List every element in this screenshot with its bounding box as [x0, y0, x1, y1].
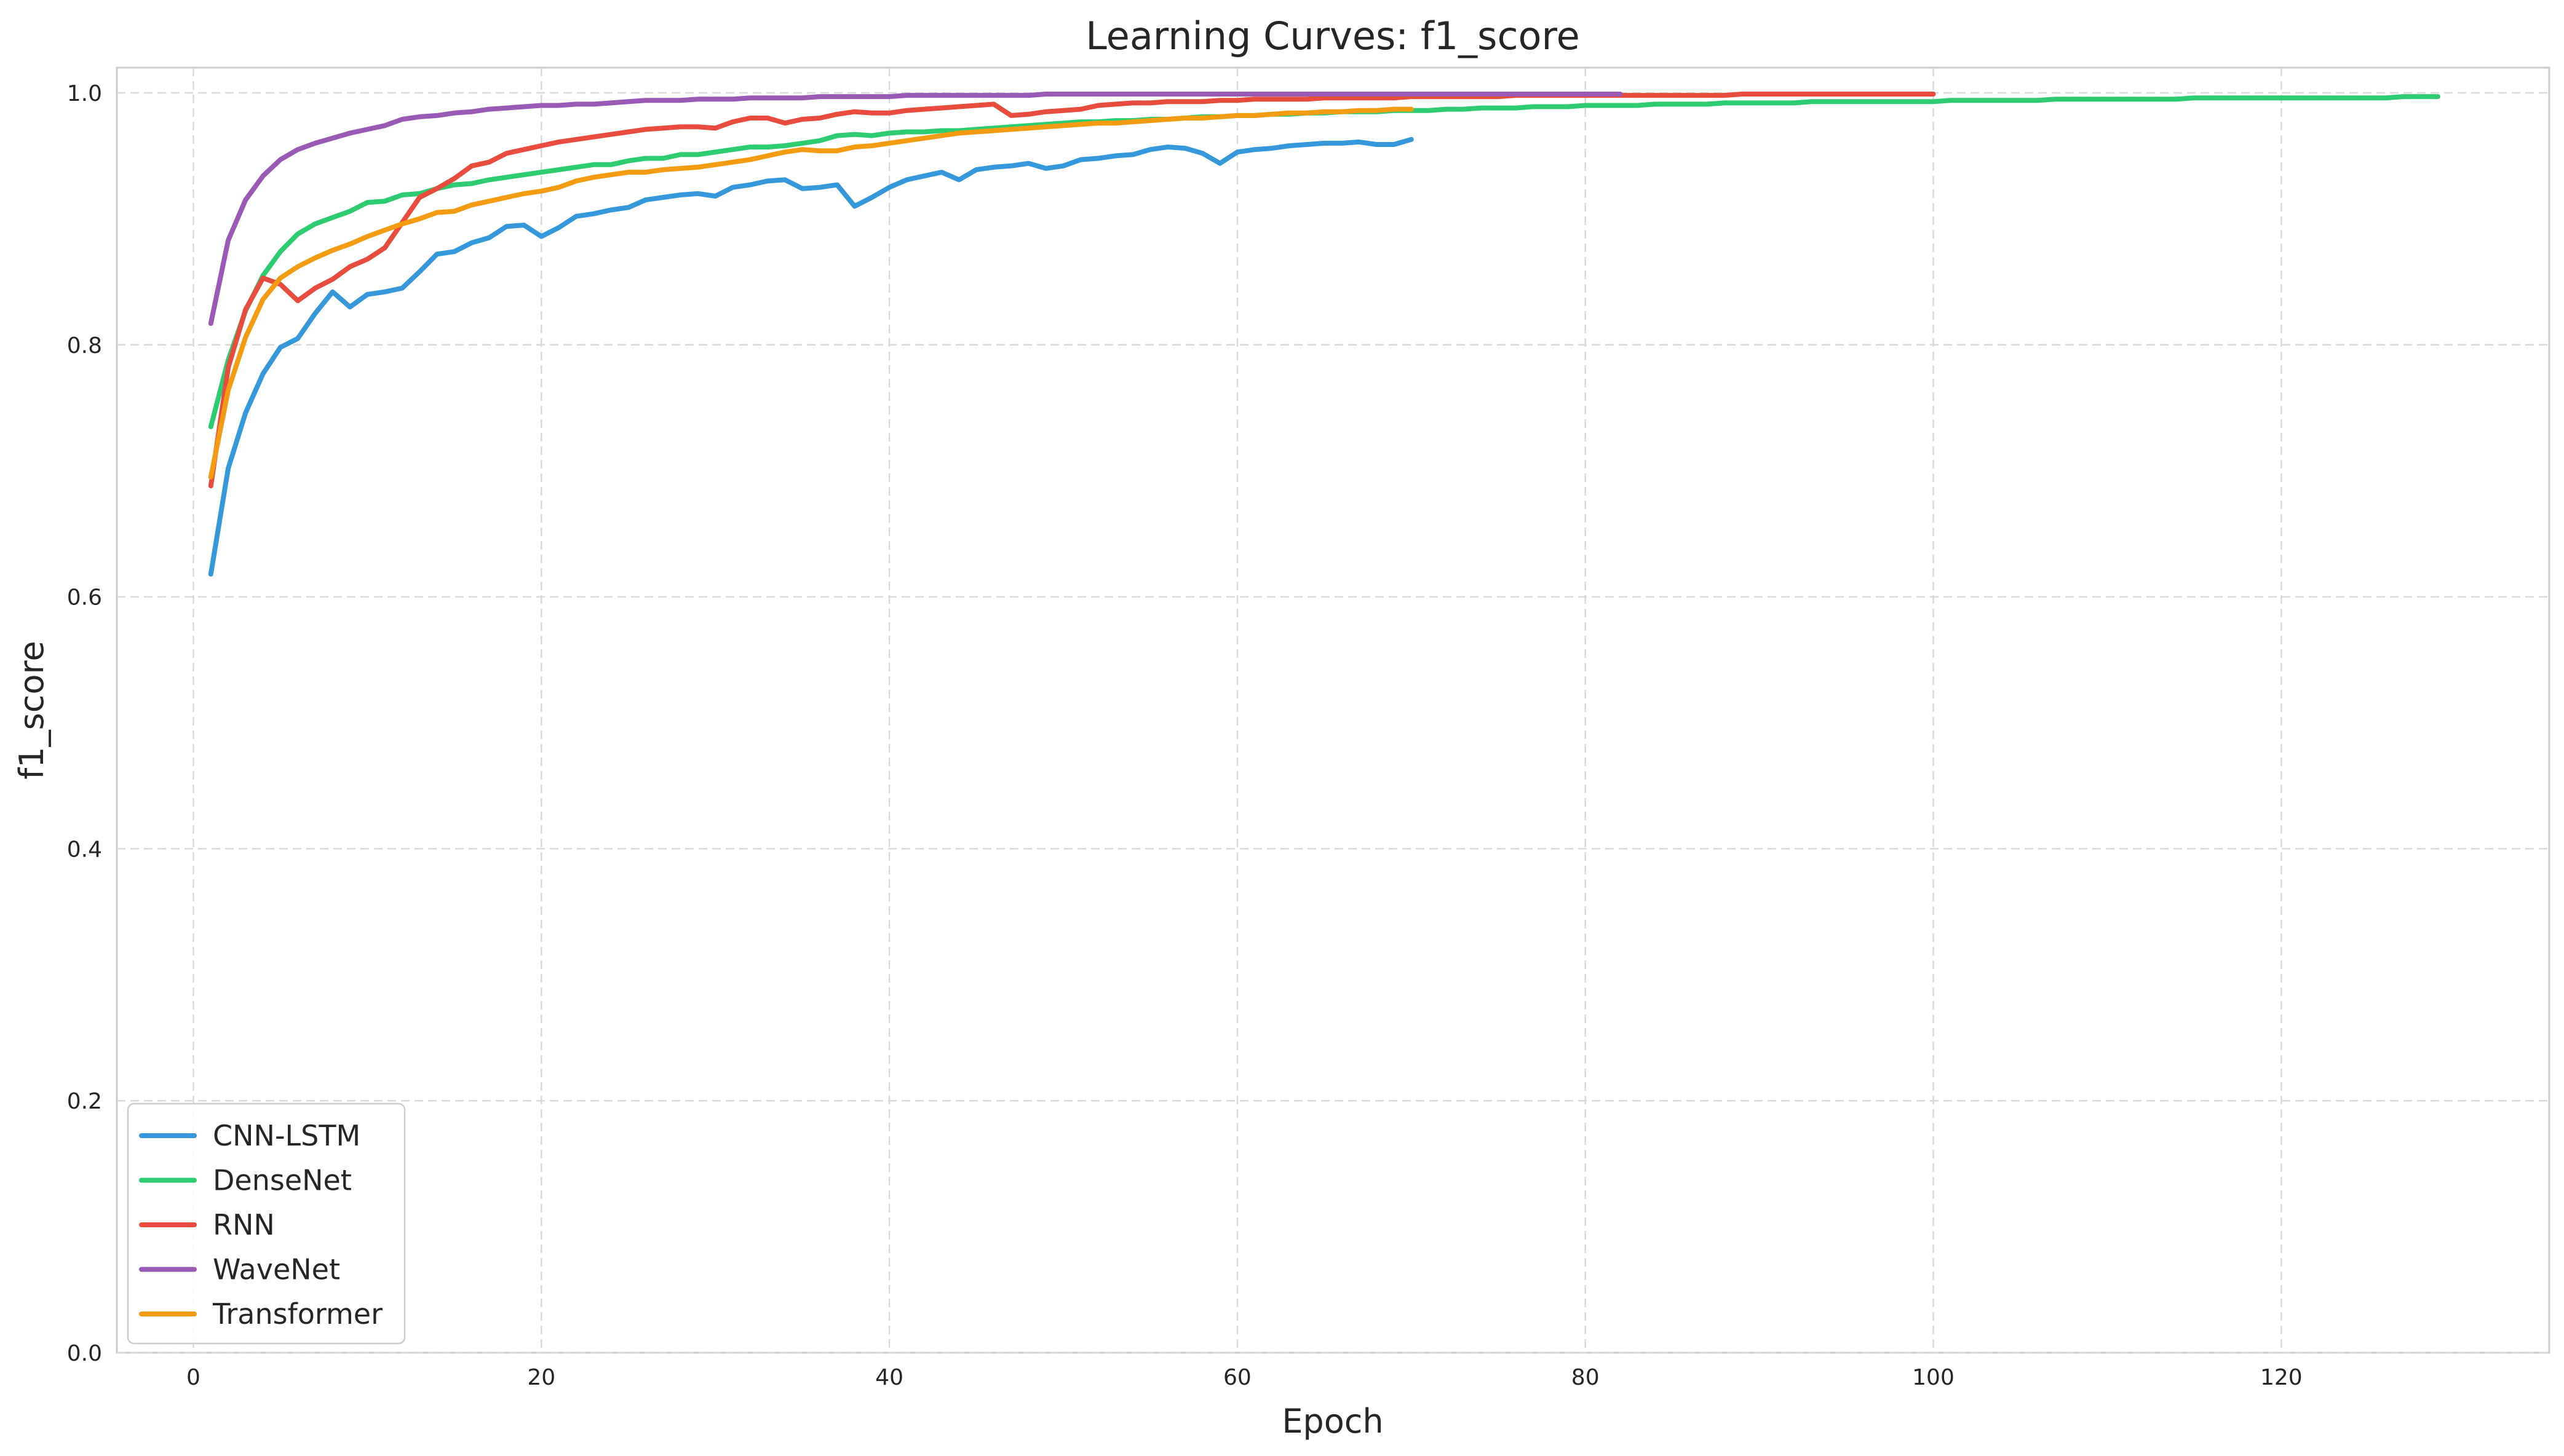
- tick-labels: 0 20 40 60 80 100 120 0.0 0.2 0.4 0.6 0.8 1.0: [67, 81, 2303, 1390]
- y-axis-label: f1_score: [12, 641, 51, 779]
- x-tick-label: 40: [875, 1365, 903, 1390]
- series-line-cnn-lstm: [208, 136, 1414, 577]
- plot-area: [116, 66, 2550, 1354]
- legend-label: Transformer: [212, 1297, 383, 1331]
- series-line-rnn: [208, 92, 1936, 489]
- legend-label: CNN-LSTM: [213, 1119, 360, 1152]
- series-line-wavenet: [208, 92, 1623, 326]
- x-tick-label: 100: [1912, 1365, 1955, 1390]
- series-layer: [208, 92, 2440, 577]
- x-tick-label: 20: [527, 1365, 555, 1390]
- legend-label: RNN: [213, 1208, 275, 1241]
- x-tick-label: 80: [1571, 1365, 1600, 1390]
- y-tick-label: 0.2: [67, 1089, 102, 1114]
- x-tick-label: 0: [186, 1365, 200, 1390]
- x-tick-label: 60: [1223, 1365, 1252, 1390]
- legend-box: [127, 1102, 406, 1345]
- y-tick-label: 1.0: [67, 81, 102, 106]
- series-line-transformer: [208, 106, 1414, 480]
- legend-label: WaveNet: [213, 1253, 340, 1286]
- chart-title: Learning Curves: f1_score: [1086, 14, 1580, 58]
- y-tick-label: 0.8: [67, 333, 102, 358]
- legend-label: DenseNet: [213, 1164, 352, 1197]
- y-tick-label: 0.6: [67, 585, 102, 611]
- legend: CNN-LSTM DenseNet RNN WaveNet Transformer: [127, 1102, 406, 1345]
- grid: [117, 68, 2549, 1354]
- x-tick-label: 120: [2260, 1365, 2303, 1390]
- y-tick-label: 0.0: [67, 1341, 102, 1366]
- x-axis-label: Epoch: [1282, 1402, 1383, 1441]
- y-tick-label: 0.4: [67, 837, 102, 862]
